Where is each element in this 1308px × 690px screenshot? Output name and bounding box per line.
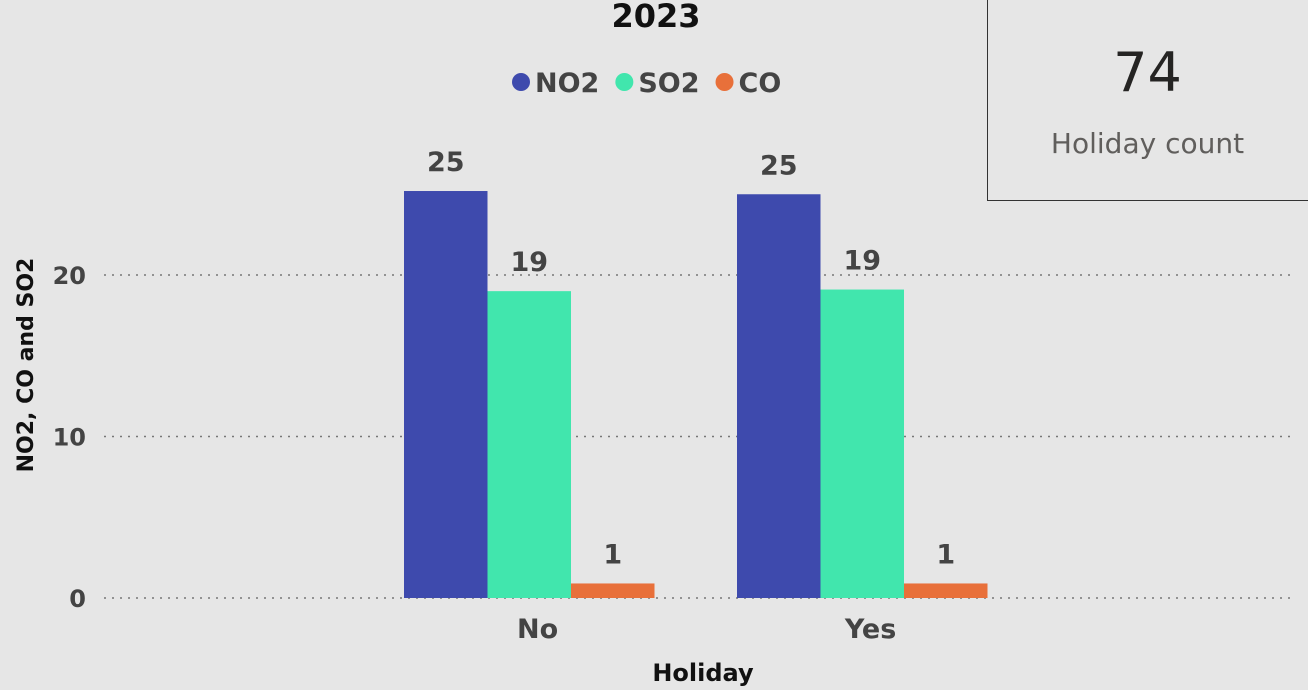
x-tick-label-yes: Yes (844, 614, 896, 645)
bar-no2-yes[interactable] (737, 194, 821, 598)
legend-label-so2[interactable]: SO2 (638, 68, 699, 99)
y-tick-label: 0 (69, 585, 86, 613)
data-label-no2-yes: 25 (760, 150, 798, 181)
y-tick-label: 20 (53, 262, 86, 290)
data-label-co-no: 1 (603, 539, 622, 570)
bar-so2-no[interactable] (487, 291, 572, 598)
bar-no2-no[interactable] (404, 191, 488, 598)
legend-marker-so2[interactable] (615, 73, 634, 91)
y-tick-label: 10 (53, 424, 86, 452)
data-label-so2-yes: 19 (843, 246, 881, 277)
bar-co-no[interactable] (571, 583, 655, 598)
x-axis-title: Holiday (652, 659, 754, 687)
holiday-count-card[interactable]: 74 Holiday count (987, 0, 1308, 201)
legend-marker-no2[interactable] (512, 73, 530, 91)
card-label: Holiday count (1050, 127, 1245, 160)
legend-marker-co[interactable] (715, 73, 734, 91)
chart-title: 2023 (611, 0, 700, 35)
card-value: 74 (1113, 41, 1182, 104)
x-tick-label-no: No (517, 614, 558, 645)
legend-label-no2[interactable]: NO2 (535, 68, 599, 99)
legend-label-co[interactable]: CO (739, 68, 782, 99)
y-axis-title: NO2, CO and SO2 (14, 258, 39, 473)
bar-co-yes[interactable] (904, 583, 988, 598)
bar-so2-yes[interactable] (820, 289, 905, 598)
data-label-no2-no: 25 (427, 147, 465, 178)
data-label-so2-no: 19 (510, 247, 548, 278)
data-label-co-yes: 1 (936, 539, 955, 570)
